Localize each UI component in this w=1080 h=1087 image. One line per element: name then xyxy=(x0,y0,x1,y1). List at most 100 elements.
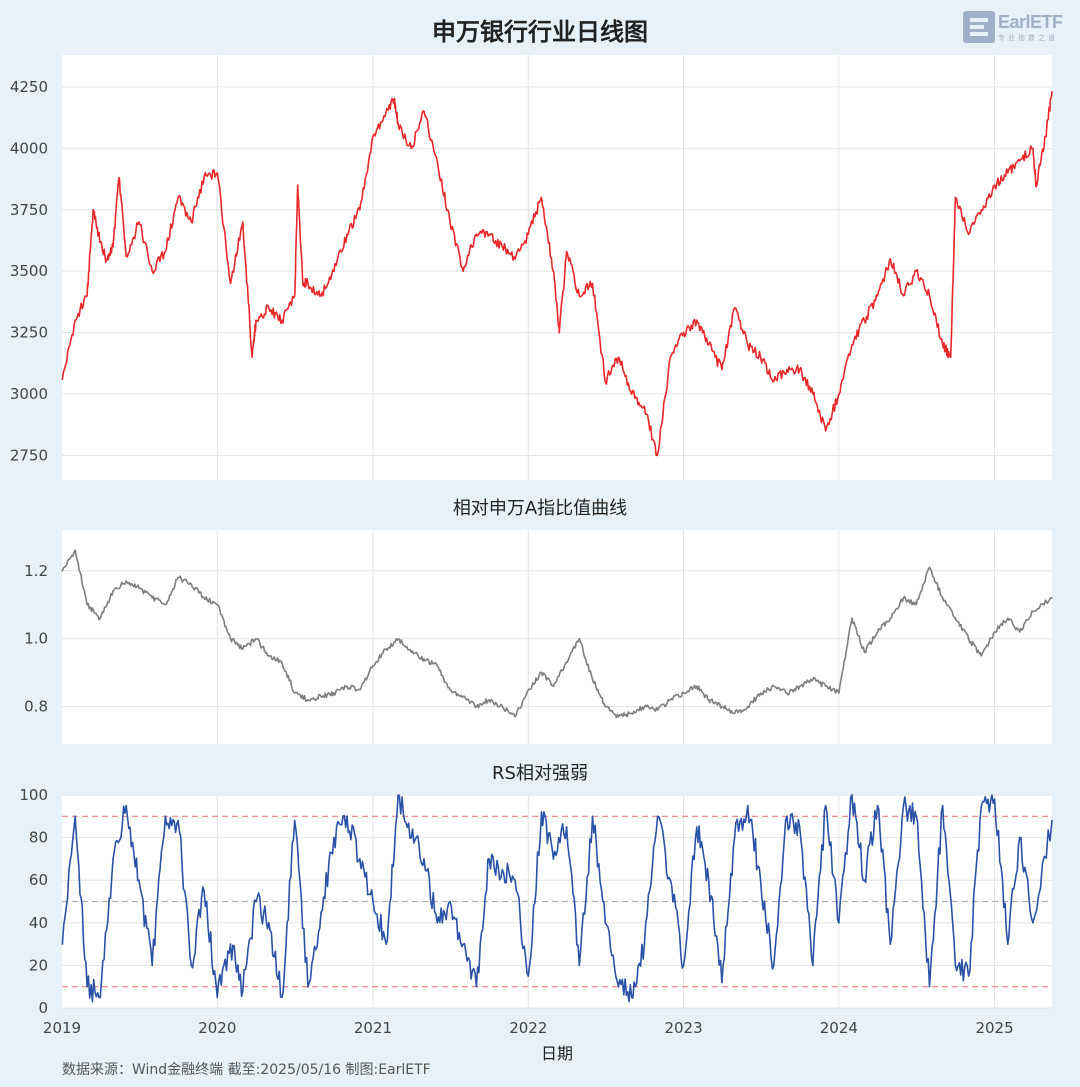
data-point xyxy=(99,617,102,620)
data-point xyxy=(851,617,853,620)
data-point xyxy=(229,282,232,285)
data-point xyxy=(838,922,840,924)
data-point xyxy=(707,879,710,881)
data-point xyxy=(669,356,672,358)
data-point xyxy=(578,637,581,640)
data-point xyxy=(851,794,853,796)
data-point xyxy=(1035,184,1038,187)
data-point xyxy=(203,177,205,179)
data-point xyxy=(747,804,749,807)
data-point xyxy=(449,900,451,903)
data-point xyxy=(410,836,413,839)
data-point xyxy=(251,356,253,358)
data-point xyxy=(747,344,749,346)
data-point xyxy=(99,240,102,243)
data-point xyxy=(591,815,594,818)
data-point xyxy=(889,617,892,620)
data-point xyxy=(552,685,555,688)
data-point xyxy=(307,985,309,988)
data-point xyxy=(682,964,685,967)
data-point xyxy=(346,685,348,688)
data-point xyxy=(902,804,905,807)
data-point xyxy=(99,996,102,999)
data-point xyxy=(293,819,296,822)
data-point xyxy=(372,665,374,667)
data-point xyxy=(759,692,762,694)
data-point xyxy=(177,819,179,822)
data-point xyxy=(552,270,555,272)
data-point xyxy=(333,270,335,272)
x-tick-label: 2020 xyxy=(198,1019,236,1037)
data-point xyxy=(928,294,931,297)
data-point xyxy=(475,985,478,988)
data-point xyxy=(488,233,490,236)
data-point xyxy=(397,122,399,125)
data-point xyxy=(980,208,983,211)
data-point xyxy=(772,380,775,383)
data-point xyxy=(74,319,76,322)
data-point xyxy=(359,688,361,691)
data-point xyxy=(385,943,387,945)
data-point xyxy=(216,172,219,174)
data-point xyxy=(203,597,205,599)
data-point xyxy=(320,294,322,297)
data-point xyxy=(1018,631,1021,633)
data-point xyxy=(216,603,219,606)
data-point xyxy=(993,184,996,187)
data-point xyxy=(320,695,322,698)
rs-panel-title: RS相对强弱 xyxy=(492,763,588,784)
data-point xyxy=(798,368,801,371)
data-point xyxy=(759,879,762,881)
data-point xyxy=(967,233,970,236)
data-point xyxy=(293,692,296,694)
data-point xyxy=(980,654,983,657)
data-point xyxy=(229,637,232,640)
data-point xyxy=(501,868,504,871)
data-point xyxy=(1006,172,1009,174)
data-point xyxy=(436,159,439,162)
y-tick-label: 3250 xyxy=(10,324,48,342)
data-point xyxy=(267,922,270,924)
data-point xyxy=(578,294,581,297)
data-point xyxy=(281,996,283,999)
data-point xyxy=(320,911,322,913)
data-point xyxy=(721,981,723,984)
data-point xyxy=(281,319,283,322)
data-point xyxy=(397,794,399,796)
plot-area xyxy=(62,55,1052,480)
plot-area xyxy=(62,530,1052,744)
data-point xyxy=(1006,943,1009,945)
data-point xyxy=(112,245,114,248)
data-point xyxy=(643,705,646,708)
data-point xyxy=(798,826,801,828)
data-point xyxy=(721,368,723,371)
data-point xyxy=(151,964,153,967)
ratio-panel-title: 相对申万A指比值曲线 xyxy=(452,498,628,519)
data-point xyxy=(915,815,918,818)
data-point xyxy=(514,716,516,718)
data-point xyxy=(1018,159,1021,162)
data-point xyxy=(125,580,128,582)
data-point xyxy=(267,654,270,657)
data-point xyxy=(203,890,205,892)
data-point xyxy=(617,716,620,718)
data-point xyxy=(527,233,530,236)
y-tick-label: 0.8 xyxy=(24,698,48,716)
data-point xyxy=(423,858,425,860)
data-point xyxy=(61,378,64,381)
data-point xyxy=(695,685,698,688)
data-point xyxy=(436,922,439,924)
data-point xyxy=(733,307,736,309)
y-tick-label: 40 xyxy=(29,914,48,932)
data-point xyxy=(1051,597,1053,599)
data-point xyxy=(941,344,944,346)
x-tick-label: 2023 xyxy=(664,1019,702,1037)
data-point xyxy=(86,294,88,297)
data-point xyxy=(267,307,270,309)
data-point xyxy=(863,651,866,654)
data-point xyxy=(630,393,633,395)
data-point xyxy=(1032,922,1034,924)
data-point xyxy=(527,688,530,691)
data-point xyxy=(565,661,568,664)
data-point xyxy=(74,815,76,818)
